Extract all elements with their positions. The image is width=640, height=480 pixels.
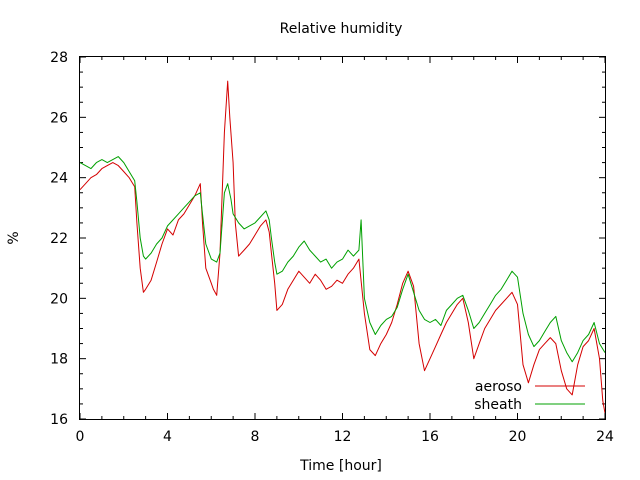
axis-ticks	[79, 56, 606, 420]
x-tick-label: 12	[334, 429, 352, 445]
x-tick-label: 16	[421, 429, 439, 445]
series-layer	[79, 80, 606, 414]
chart-title: Relative humidity	[280, 21, 403, 37]
axis-tick-labels: 0 4 8 12 16 20 24 16 18 20 22 24 26 28	[50, 50, 614, 445]
x-tick-label: 4	[163, 429, 172, 445]
x-axis-label: Time [hour]	[299, 458, 382, 474]
x-tick-label: 20	[509, 429, 527, 445]
y-tick-label: 28	[50, 50, 68, 66]
y-tick-label: 16	[50, 412, 68, 428]
legend: aeroso sheath	[474, 379, 585, 413]
x-tick-label: 0	[76, 429, 85, 445]
y-tick-label: 18	[50, 352, 68, 368]
series-line-aeroso	[79, 80, 606, 414]
x-tick-label: 24	[596, 429, 614, 445]
y-axis-label: %	[6, 231, 22, 244]
y-tick-label: 26	[50, 110, 68, 126]
y-tick-label: 22	[50, 231, 68, 247]
x-tick-label: 8	[251, 429, 260, 445]
series-line-sheath	[79, 156, 606, 363]
plot-frame	[79, 56, 606, 420]
y-tick-label: 20	[50, 291, 68, 307]
y-tick-label: 24	[50, 171, 68, 187]
legend-label-aeroso: aeroso	[475, 379, 522, 395]
legend-label-sheath: sheath	[474, 397, 522, 413]
